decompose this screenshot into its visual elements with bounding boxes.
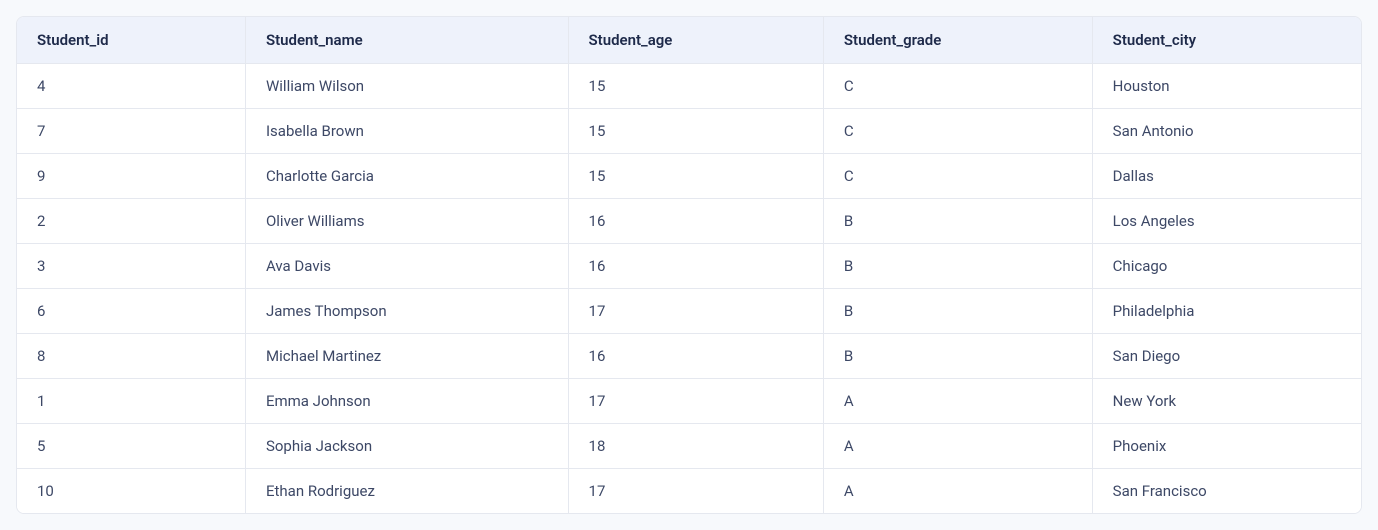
cell-student-city: New York	[1092, 379, 1361, 424]
column-header-student-id: Student_id	[17, 17, 245, 64]
table-row: 6 James Thompson 17 B Philadelphia	[17, 289, 1361, 334]
cell-student-grade: C	[823, 154, 1092, 199]
table-header: Student_id Student_name Student_age Stud…	[17, 17, 1361, 64]
cell-student-city: Dallas	[1092, 154, 1361, 199]
cell-student-age: 17	[568, 469, 823, 514]
cell-student-age: 16	[568, 334, 823, 379]
cell-student-name: Michael Martinez	[245, 334, 568, 379]
table-row: 8 Michael Martinez 16 B San Diego	[17, 334, 1361, 379]
cell-student-city: Philadelphia	[1092, 289, 1361, 334]
cell-student-name: Oliver Williams	[245, 199, 568, 244]
table-row: 7 Isabella Brown 15 C San Antonio	[17, 109, 1361, 154]
cell-student-name: Sophia Jackson	[245, 424, 568, 469]
cell-student-grade: B	[823, 199, 1092, 244]
cell-student-grade: C	[823, 64, 1092, 109]
cell-student-grade: A	[823, 379, 1092, 424]
students-table: Student_id Student_name Student_age Stud…	[17, 17, 1361, 513]
column-header-student-name: Student_name	[245, 17, 568, 64]
cell-student-age: 15	[568, 64, 823, 109]
table-row: 2 Oliver Williams 16 B Los Angeles	[17, 199, 1361, 244]
cell-student-city: San Francisco	[1092, 469, 1361, 514]
cell-student-age: 18	[568, 424, 823, 469]
table-row: 5 Sophia Jackson 18 A Phoenix	[17, 424, 1361, 469]
cell-student-age: 17	[568, 289, 823, 334]
cell-student-age: 15	[568, 154, 823, 199]
students-table-container: Student_id Student_name Student_age Stud…	[16, 16, 1362, 514]
table-row: 9 Charlotte Garcia 15 C Dallas	[17, 154, 1361, 199]
cell-student-city: Houston	[1092, 64, 1361, 109]
cell-student-name: Isabella Brown	[245, 109, 568, 154]
cell-student-name: William Wilson	[245, 64, 568, 109]
cell-student-name: Emma Johnson	[245, 379, 568, 424]
cell-student-id: 3	[17, 244, 245, 289]
table-row: 3 Ava Davis 16 B Chicago	[17, 244, 1361, 289]
cell-student-age: 15	[568, 109, 823, 154]
cell-student-name: Ava Davis	[245, 244, 568, 289]
column-header-student-grade: Student_grade	[823, 17, 1092, 64]
cell-student-id: 5	[17, 424, 245, 469]
cell-student-grade: A	[823, 469, 1092, 514]
cell-student-city: Los Angeles	[1092, 199, 1361, 244]
cell-student-grade: C	[823, 109, 1092, 154]
column-header-student-city: Student_city	[1092, 17, 1361, 64]
cell-student-age: 16	[568, 199, 823, 244]
cell-student-grade: B	[823, 289, 1092, 334]
cell-student-grade: B	[823, 334, 1092, 379]
table-row: 4 William Wilson 15 C Houston	[17, 64, 1361, 109]
table-row: 10 Ethan Rodriguez 17 A San Francisco	[17, 469, 1361, 514]
column-header-student-age: Student_age	[568, 17, 823, 64]
cell-student-name: Ethan Rodriguez	[245, 469, 568, 514]
cell-student-age: 16	[568, 244, 823, 289]
cell-student-grade: A	[823, 424, 1092, 469]
cell-student-id: 10	[17, 469, 245, 514]
table-body: 4 William Wilson 15 C Houston 7 Isabella…	[17, 64, 1361, 514]
table-row: 1 Emma Johnson 17 A New York	[17, 379, 1361, 424]
cell-student-city: San Antonio	[1092, 109, 1361, 154]
cell-student-id: 1	[17, 379, 245, 424]
cell-student-city: Phoenix	[1092, 424, 1361, 469]
cell-student-age: 17	[568, 379, 823, 424]
cell-student-city: San Diego	[1092, 334, 1361, 379]
cell-student-id: 8	[17, 334, 245, 379]
cell-student-name: Charlotte Garcia	[245, 154, 568, 199]
cell-student-id: 7	[17, 109, 245, 154]
cell-student-id: 4	[17, 64, 245, 109]
table-header-row: Student_id Student_name Student_age Stud…	[17, 17, 1361, 64]
cell-student-id: 2	[17, 199, 245, 244]
cell-student-name: James Thompson	[245, 289, 568, 334]
cell-student-city: Chicago	[1092, 244, 1361, 289]
cell-student-id: 9	[17, 154, 245, 199]
cell-student-id: 6	[17, 289, 245, 334]
cell-student-grade: B	[823, 244, 1092, 289]
